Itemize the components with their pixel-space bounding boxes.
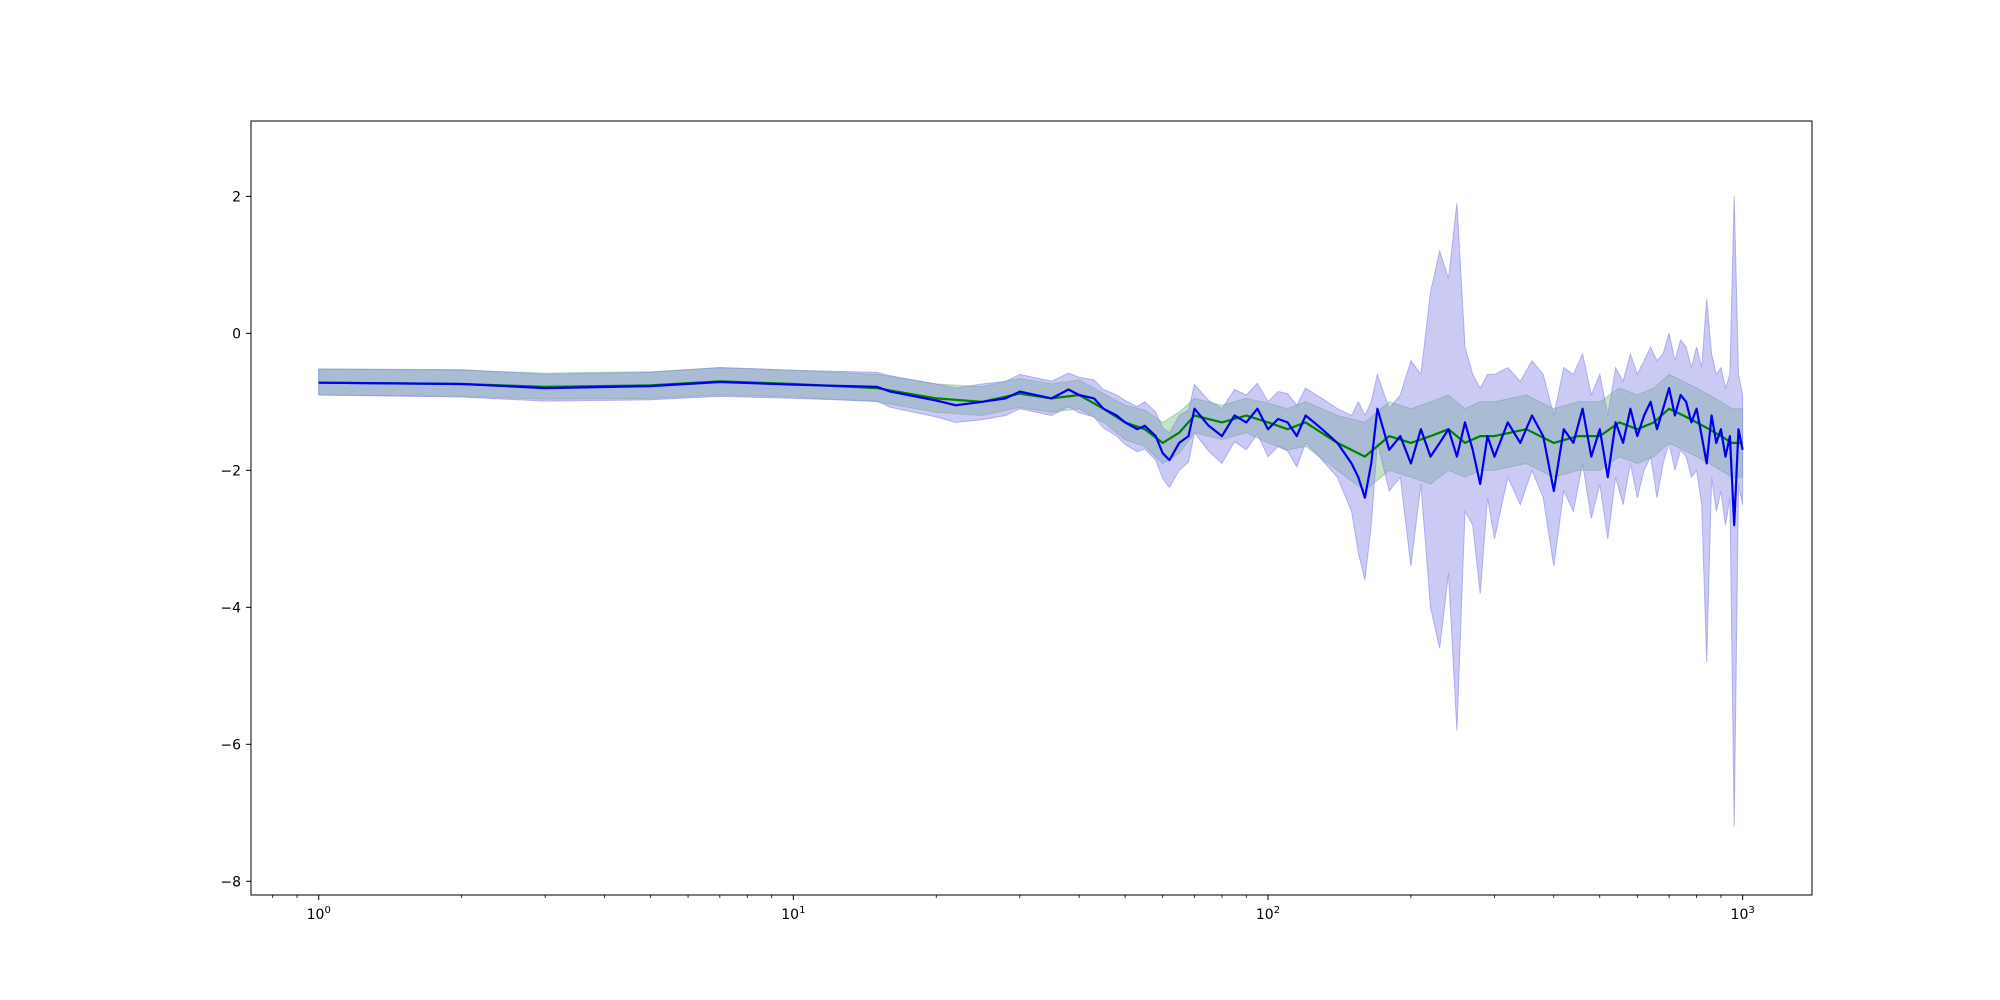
y-tick-label-1: 0 (232, 326, 241, 342)
y-tick-label-0: 2 (232, 189, 241, 205)
y-tick-label-3: −4 (220, 600, 241, 616)
x-tick-label-3: 103 (1731, 905, 1755, 923)
series-1-line (318, 380, 1744, 527)
plot-frame (250, 120, 1813, 896)
y-axis: 2 0 −2 −4 −6 −8 (220, 189, 251, 890)
series-lines (318, 380, 1744, 527)
y-tick-label-2: −2 (220, 463, 241, 479)
x-tick-label-1: 101 (781, 905, 805, 923)
series-0-line (318, 380, 1743, 458)
x-tick-label-0: 100 (307, 905, 331, 923)
y-tick-label-4: −6 (220, 737, 241, 753)
x-tick-label-2: 102 (1256, 905, 1280, 923)
confidence-bands (318, 196, 1744, 827)
series-1-band (318, 196, 1744, 827)
y-tick-label-5: −8 (220, 874, 241, 890)
x-axis: 100 101 102 103 (272, 895, 1755, 923)
